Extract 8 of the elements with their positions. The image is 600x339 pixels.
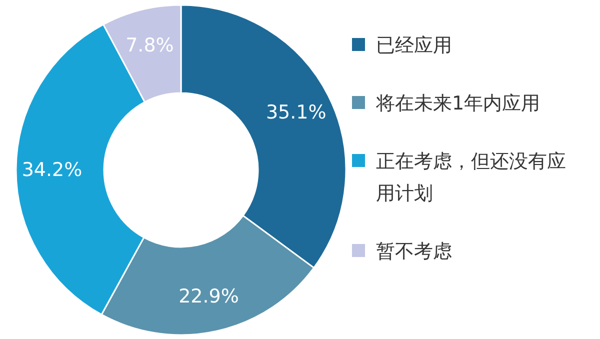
legend-label: 正在考虑，但还没有应用计划 [376,150,566,205]
data-label: 22.9% [178,286,239,308]
data-label: 7.8% [126,34,174,57]
legend-label: 将在未来1年内应用 [375,92,540,115]
legend-label: 暂不考虑 [376,240,452,263]
data-label: 34.2% [22,158,82,181]
legend-label: 已经应用 [376,34,452,57]
data-label: 35.1% [266,101,326,124]
